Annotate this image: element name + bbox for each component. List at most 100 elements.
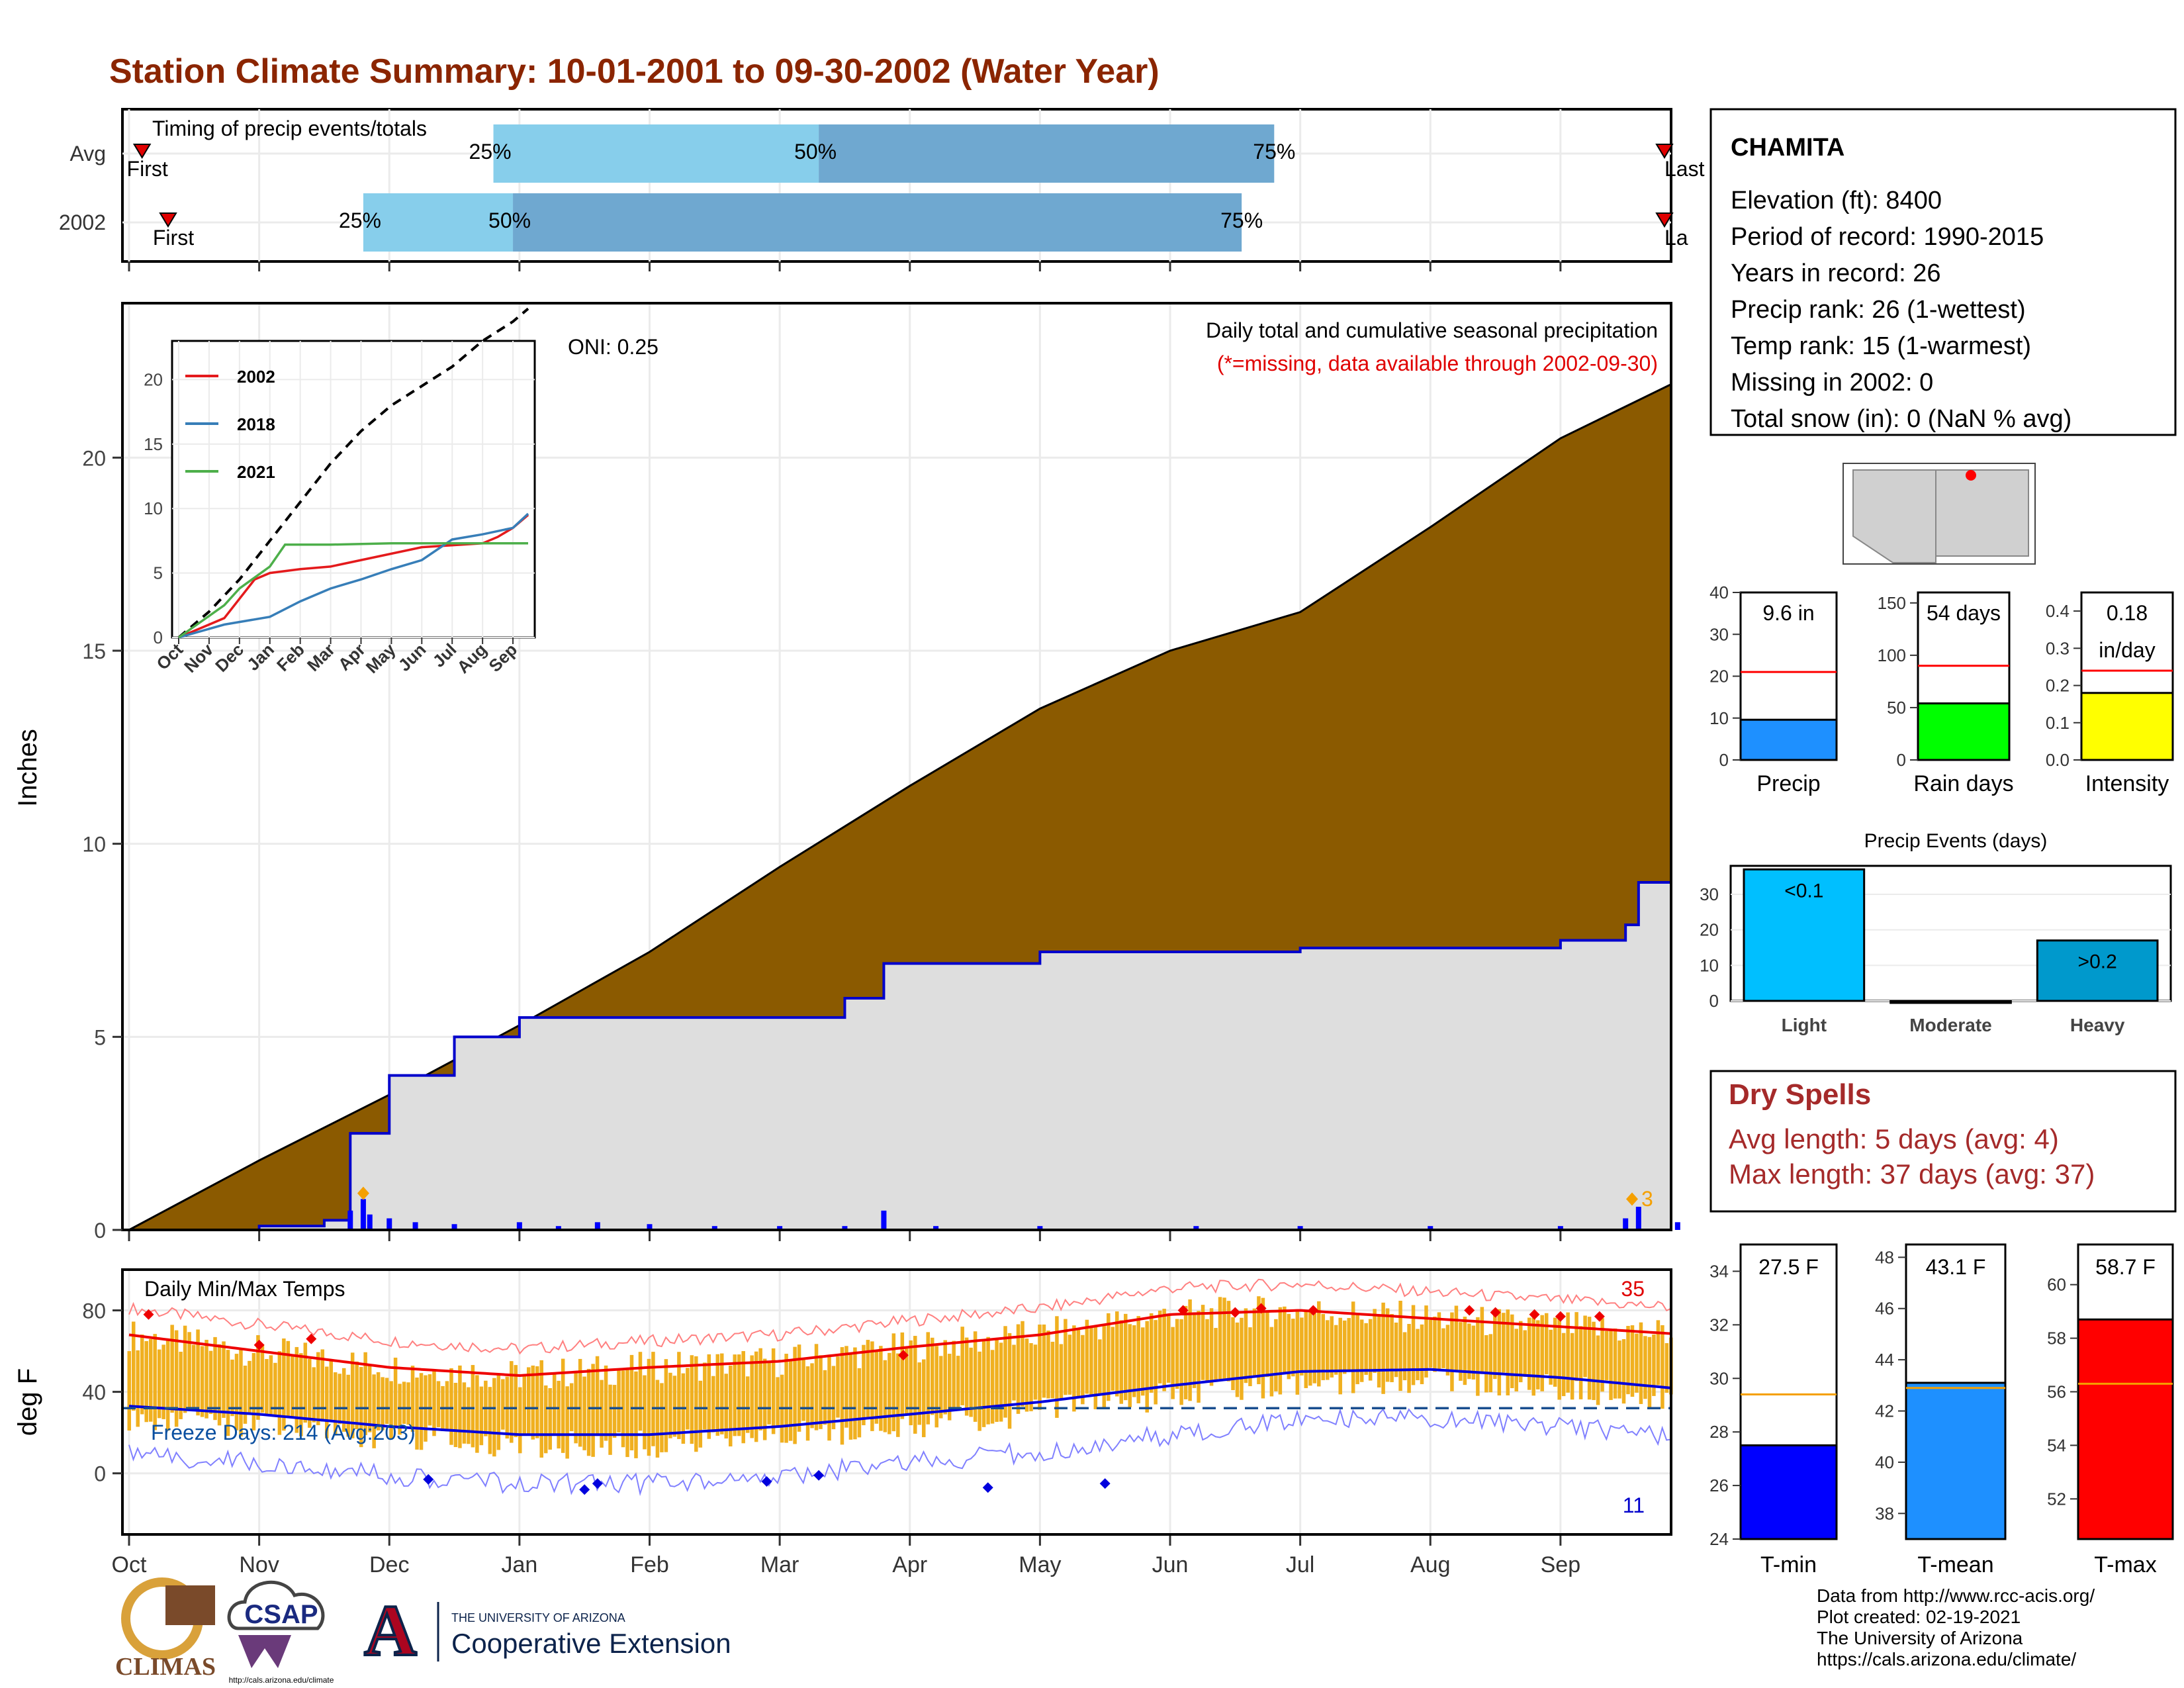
temp-bar-T-min — [1739, 1444, 1838, 1540]
daily-temp-range-bar — [273, 1362, 277, 1417]
daily-temp-range-bar — [1326, 1320, 1330, 1380]
daily-temp-range-bar — [488, 1387, 492, 1454]
daily-temp-range-bar — [733, 1354, 737, 1436]
daily-temp-range-bar — [1661, 1325, 1664, 1409]
mini-bar-ytick-label: 40 — [1709, 583, 1729, 602]
daily-temp-range-bar — [531, 1365, 535, 1440]
daily-temp-range-bar — [140, 1335, 144, 1415]
daily-temp-range-bar — [277, 1351, 282, 1435]
daily-temp-range-bar — [496, 1374, 501, 1450]
month-label: Oct — [112, 1552, 147, 1577]
footer: CLIMAS CSAP http://cals.arizona.edu/clim… — [115, 1577, 2095, 1685]
daily-temp-range-bar — [1209, 1308, 1214, 1386]
station-info-line: Years in record: 26 — [1731, 259, 1941, 287]
daily-temp-range-bar — [1300, 1317, 1304, 1376]
daily-temp-range-bar — [690, 1355, 694, 1444]
daily-temp-range-bar — [947, 1354, 952, 1421]
daily-temp-range-bar — [1124, 1313, 1128, 1401]
daily-precip-bar — [842, 1226, 848, 1230]
daily-precip-bar — [555, 1226, 561, 1230]
inset-chart: 05101520OctNovDecJanFebMarAprMayJunJulAu… — [144, 307, 536, 677]
mini-bar-ytick-label: 20 — [1709, 667, 1729, 686]
daily-temp-range-bar — [1355, 1313, 1359, 1385]
daily-temp-range-bar — [269, 1355, 273, 1417]
temp-bar-ytick-label: 24 — [1709, 1529, 1729, 1549]
daily-temp-range-bar — [1064, 1319, 1068, 1395]
daily-temp-range-bar — [1385, 1308, 1390, 1382]
daily-temp-range-bar — [1089, 1327, 1093, 1395]
daily-temp-range-bar — [1197, 1311, 1201, 1403]
temp-panel-title: Daily Min/Max Temps — [144, 1277, 345, 1301]
daily-temp-range-bar — [355, 1361, 359, 1430]
daily-temp-range-bar — [943, 1340, 947, 1415]
daily-precip-bar — [451, 1224, 457, 1230]
first-event-marker-0 — [132, 144, 152, 159]
daily-temp-range-bar — [299, 1353, 303, 1436]
daily-temp-range-bar — [1085, 1319, 1089, 1394]
timing-title: Timing of precip events/totals — [152, 117, 427, 140]
daily-temp-range-bar — [187, 1332, 191, 1407]
daily-temp-range-bar — [1235, 1322, 1240, 1397]
daily-temp-range-bar — [449, 1368, 453, 1445]
daily-temp-range-bar — [389, 1381, 393, 1439]
daily-temp-range-bar — [514, 1365, 518, 1438]
daily-temp-range-bar — [805, 1366, 810, 1441]
daily-temp-range-bar — [174, 1330, 179, 1427]
daily-temp-range-bar — [291, 1356, 295, 1418]
daily-temp-range-bar — [990, 1350, 995, 1424]
timing-label-50-0: 50% — [794, 140, 837, 164]
credit-line: The University of Arizona — [1817, 1628, 2023, 1648]
daily-temp-range-bar — [973, 1331, 978, 1422]
daily-temp-range-bar — [1347, 1318, 1351, 1371]
daily-temp-range-bar — [1647, 1336, 1652, 1409]
daily-temp-range-bar — [419, 1373, 424, 1450]
daily-temp-range-bar — [1510, 1314, 1514, 1389]
temp-bar-ytick-label: 56 — [2047, 1382, 2066, 1402]
daily-temp-range-bar — [737, 1354, 741, 1436]
daily-temp-range-bar — [686, 1368, 690, 1430]
page-title: Station Climate Summary: 10-01-2001 to 0… — [109, 52, 1160, 91]
precip-events-title: Precip Events (days) — [1864, 830, 2048, 852]
daily-temp-range-bar — [1132, 1325, 1136, 1397]
precip-y-axis-label: Inches — [13, 729, 42, 807]
daily-temp-range-bar — [1252, 1308, 1257, 1376]
record-low-marker — [813, 1470, 825, 1481]
daily-temp-range-bar — [1334, 1325, 1338, 1375]
temp-bar-ytick-label: 34 — [1709, 1261, 1729, 1281]
inset-ytick-label: 5 — [154, 563, 163, 583]
daily-temp-range-bar — [1308, 1311, 1312, 1386]
daily-temp-range-bar — [406, 1382, 410, 1425]
dry-spells-title: Dry Spells — [1729, 1078, 1871, 1111]
daily-precip-bar — [360, 1199, 366, 1230]
daily-temp-range-bar — [1535, 1320, 1540, 1389]
daily-temp-range-bar — [565, 1386, 569, 1459]
daily-temp-range-bar — [1098, 1339, 1102, 1395]
inset-series-2021 — [177, 542, 528, 639]
record-high-marker — [897, 1350, 909, 1361]
mini-bar-ytick-label: 0.0 — [2046, 750, 2070, 770]
inset-ytick-label: 0 — [154, 628, 163, 647]
daily-temp-range-bar — [445, 1381, 449, 1432]
daily-temp-range-bar — [308, 1358, 312, 1428]
daily-temp-range-bar — [1201, 1305, 1205, 1380]
daily-temp-range-bar — [582, 1376, 586, 1450]
daily-temp-range-bar — [1381, 1302, 1385, 1394]
daily-temp-range-bar — [286, 1340, 291, 1417]
daily-temp-range-bar — [874, 1350, 879, 1424]
daily-temp-range-bar — [1291, 1319, 1295, 1377]
daily-temp-range-bar — [1128, 1324, 1132, 1407]
daily-temp-range-bar — [1630, 1325, 1635, 1397]
daily-temp-range-bar — [634, 1371, 638, 1458]
daily-temp-range-bar — [698, 1380, 703, 1448]
ua-small-text: THE UNIVERSITY OF ARIZONA — [451, 1611, 625, 1624]
timing-bar-25-50-0 — [493, 124, 819, 183]
precip-event-label-Heavy: Heavy — [2070, 1015, 2125, 1035]
daily-temp-range-bar — [1368, 1319, 1373, 1381]
daily-temp-range-bar — [1003, 1326, 1007, 1418]
daily-temp-range-bar — [1523, 1330, 1527, 1377]
mini-bar-value-Rain days: 54 days — [1927, 601, 2001, 625]
daily-temp-range-bar — [1596, 1335, 1600, 1405]
temp-bar-ytick-label: 52 — [2047, 1489, 2066, 1509]
mini-bar-value-Intensity: 0.18 — [2107, 601, 2148, 625]
daily-temp-range-bar — [136, 1350, 140, 1427]
